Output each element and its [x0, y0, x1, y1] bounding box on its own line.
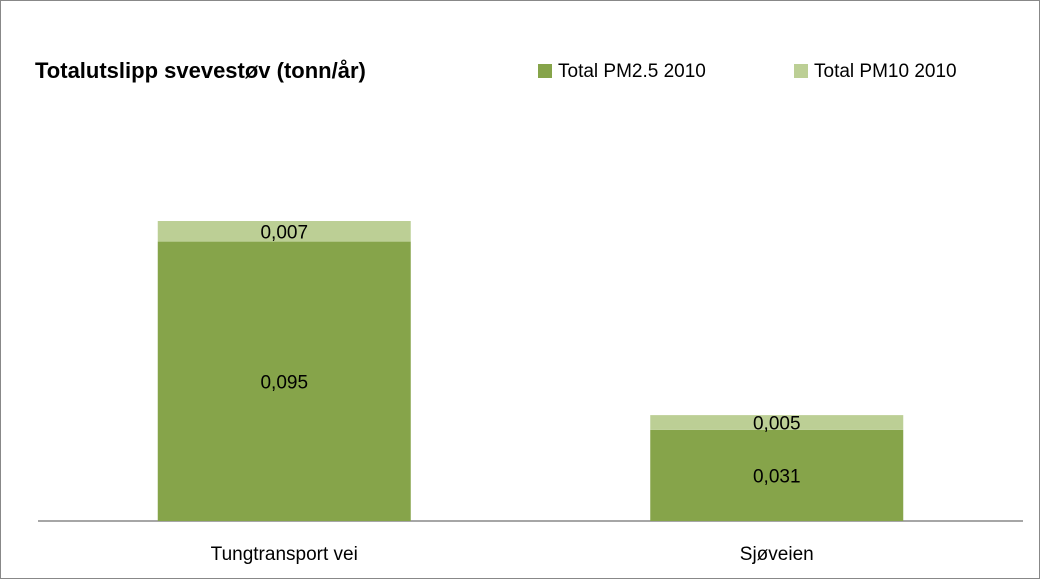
value-label: 0,005 [753, 413, 801, 434]
x-tick-label: Sjøveien [740, 544, 814, 565]
value-label: 0,007 [260, 222, 308, 243]
bar-segment [650, 429, 904, 521]
bar-segment [157, 221, 411, 242]
bar-segment [650, 415, 904, 430]
legend-label: Total PM10 2010 [814, 61, 957, 82]
legend-swatch [538, 64, 552, 78]
chart-title: Totalutslipp svevestøv (tonn/år) [35, 58, 366, 83]
legend-swatch [794, 64, 808, 78]
x-tick-label: Tungtransport vei [211, 544, 358, 565]
value-label: 0,095 [260, 372, 308, 393]
bar-segment [157, 241, 411, 521]
legend-label: Total PM2.5 2010 [558, 61, 706, 82]
value-label: 0,031 [753, 466, 801, 487]
